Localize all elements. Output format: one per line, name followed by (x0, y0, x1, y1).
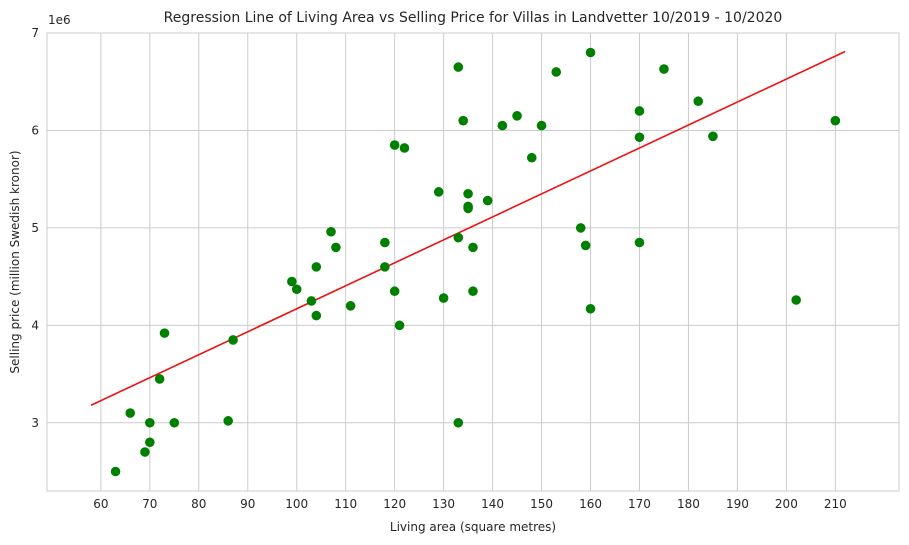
data-point (482, 195, 493, 206)
data-point (154, 374, 165, 384)
x-tick-label: 100 (285, 497, 308, 511)
data-point (463, 188, 473, 199)
data-point (708, 131, 718, 142)
data-point (512, 111, 522, 121)
chart-title: Regression Line of Living Area vs Sellin… (164, 10, 783, 26)
data-point (389, 286, 400, 297)
data-point (458, 115, 469, 126)
x-tick-label: 140 (481, 497, 504, 511)
data-point (580, 240, 591, 251)
data-point (169, 417, 180, 428)
x-tick-label: 60 (93, 497, 108, 511)
data-point (526, 152, 537, 163)
data-point (791, 295, 801, 305)
data-point (125, 408, 136, 418)
y-tick-label: 4 (31, 318, 39, 332)
data-point (394, 320, 405, 331)
y-tick-labels: 3 4 5 6 7 (31, 26, 39, 430)
data-point (438, 293, 449, 303)
y-axis-label: Selling price (million Swedish kronor) (8, 150, 22, 373)
x-axis-label: Living area (square metres) (390, 520, 556, 534)
x-tick-label: 190 (726, 497, 749, 511)
x-tick-label: 150 (530, 497, 553, 511)
x-tick-label: 160 (579, 497, 602, 511)
data-point (140, 447, 150, 457)
data-point (306, 296, 317, 306)
data-point (380, 237, 390, 248)
x-tick-label: 70 (142, 497, 157, 511)
data-point (453, 232, 464, 243)
data-point (468, 242, 478, 253)
y-tick-label: 5 (31, 221, 39, 235)
data-point (110, 466, 121, 477)
data-point (145, 417, 155, 428)
y-tick-label: 7 (31, 26, 39, 40)
data-point (389, 140, 400, 150)
y-tick-label: 3 (31, 416, 39, 430)
data-point (585, 303, 596, 314)
data-point (453, 417, 464, 428)
x-tick-label: 200 (775, 497, 798, 511)
x-tick-label: 110 (334, 497, 357, 511)
data-point (634, 132, 645, 143)
x-tick-label: 180 (677, 497, 700, 511)
x-tick-label: 210 (824, 497, 847, 511)
data-point (326, 226, 336, 237)
regression-line (90, 50, 846, 406)
data-point (331, 242, 341, 253)
x-tick-label: 120 (383, 497, 406, 511)
y-offset-label: 1e6 (48, 13, 71, 27)
data-point (536, 120, 547, 131)
data-point (399, 143, 410, 153)
x-tick-label: 90 (240, 497, 255, 511)
data-point (287, 276, 297, 287)
data-point (223, 416, 233, 426)
data-point (311, 262, 322, 272)
data-point (380, 262, 390, 272)
data-point (585, 47, 596, 58)
data-point (634, 237, 645, 248)
data-point (551, 67, 562, 77)
x-tick-labels: 60 70 80 90 100 110 120 130 140 150 160 170 180 190 20… (93, 497, 847, 511)
data-point (830, 115, 841, 126)
data-point (463, 203, 473, 214)
data-point (228, 335, 238, 345)
x-tick-label: 80 (191, 497, 206, 511)
y-tick-label: 6 (31, 123, 39, 137)
data-point (693, 96, 704, 107)
plot-frame (46, 32, 900, 492)
data-point (345, 301, 356, 311)
data-point (433, 187, 444, 197)
data-point (145, 437, 155, 448)
x-tick-label: 170 (628, 497, 651, 511)
data-point (159, 328, 170, 338)
x-tick-label: 130 (432, 497, 455, 511)
data-point (453, 62, 464, 72)
data-point (575, 223, 586, 233)
data-points (110, 47, 841, 477)
data-point (497, 120, 508, 131)
data-point (311, 310, 322, 321)
data-point (291, 284, 302, 295)
data-point (634, 106, 645, 116)
data-point (659, 64, 669, 74)
data-point (468, 286, 478, 297)
regression-line-layer (90, 50, 846, 406)
